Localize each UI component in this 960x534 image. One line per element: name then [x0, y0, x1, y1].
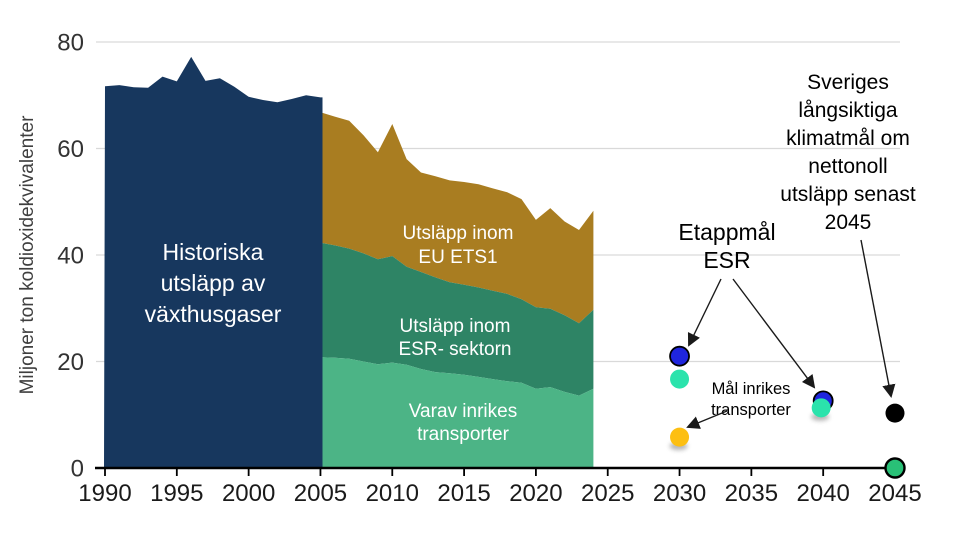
area-transport	[320, 357, 594, 468]
y-tick-label: 80	[57, 30, 84, 57]
label-line: utsläpp senast	[780, 183, 916, 206]
label-line: långsiktiga	[798, 99, 898, 122]
label-line: Utsläpp inom	[403, 223, 514, 244]
x-tick-label: 2010	[366, 480, 419, 507]
label-line: transporter	[711, 401, 791, 419]
label-historiska-utslapp: Historiska utsläpp av växthusgaser	[145, 239, 282, 327]
x-tick-label: 2040	[796, 480, 849, 507]
x-tick-label: 2035	[725, 480, 778, 507]
y-axis-title: Miljoner ton koldioxidekvivalenter	[17, 115, 38, 394]
target-dot-mal-inrikes-transporter-2030	[670, 427, 690, 447]
y-tick-label: 60	[57, 136, 84, 163]
annotation-mal-inrikes-transporter: Mål inrikes transporter	[711, 380, 791, 419]
label-line: 2045	[825, 211, 872, 234]
x-tick-label: 1995	[150, 480, 203, 507]
label-line: klimatmål om	[786, 127, 910, 150]
x-tick-label: 2020	[509, 480, 562, 507]
arrow-klimatmal-2045	[860, 239, 896, 398]
x-axis	[95, 466, 897, 476]
x-tick-label: 2015	[437, 480, 490, 507]
target-dot-etappmal-2040-teal	[811, 398, 831, 418]
label-inrikes-transporter: Varav inrikes transporter	[409, 401, 517, 445]
label-line: EU ETS1	[418, 247, 497, 268]
target-dot-nettonoll-2045	[884, 457, 906, 479]
annotation-langsiktiga-klimatmal: Sveriges långsiktiga klimatmål om nettonoll…	[780, 71, 916, 234]
y-tick-labels: 0 20 40 60 80	[57, 30, 84, 483]
arrow-mal-inrikes	[686, 410, 728, 429]
target-dot-etappmal-esr-2030	[669, 345, 690, 367]
label-line: Historiska	[163, 239, 264, 265]
area-historical	[104, 56, 323, 469]
label-line: Etappmål	[678, 219, 775, 245]
arrow-etappmal-2030	[687, 278, 722, 347]
area-series	[104, 56, 594, 469]
x-tick-label: 2025	[581, 480, 634, 507]
label-eu-ets1: Utsläpp inom EU ETS1	[403, 223, 514, 268]
label-line: Mål inrikes	[712, 380, 791, 398]
label-line: växthusgaser	[145, 301, 282, 327]
label-line: Sveriges	[807, 71, 889, 94]
arrow-etappmal-2040	[732, 278, 816, 389]
x-tick-label: 1990	[78, 480, 131, 507]
annotation-arrows	[686, 239, 896, 429]
y-tick-label: 20	[57, 349, 84, 376]
annotation-etappmal-esr: Etappmål ESR	[678, 219, 775, 273]
x-tick-label: 2000	[222, 480, 275, 507]
area-eu-ets1	[320, 112, 594, 324]
label-line: nettonoll	[808, 155, 887, 178]
x-tick-label: 2030	[653, 480, 706, 507]
x-tick-label: 2045	[868, 480, 921, 507]
label-line: Utsläpp inom	[400, 316, 511, 337]
label-line: Varav inrikes	[409, 401, 517, 422]
label-esr-sektorn: Utsläpp inom ESR- sektorn	[399, 316, 512, 360]
x-tick-labels: 1990 1995 2000 2005 2010 2015 2020 2025 2030 2035…	[78, 480, 921, 507]
label-line: ESR	[703, 247, 750, 273]
y-tick-label: 40	[57, 243, 84, 270]
y-tick-label: 0	[71, 456, 84, 483]
target-dots	[669, 345, 906, 479]
target-dot-etappmal-2030-teal	[670, 369, 690, 389]
x-tick-label: 2005	[294, 480, 347, 507]
label-line: ESR- sektorn	[399, 339, 512, 360]
label-line: utsläpp av	[161, 270, 266, 296]
label-line: transporter	[417, 424, 510, 445]
area-esr	[320, 242, 594, 396]
target-dot-langsiktigt-klimatmal-2045	[885, 403, 905, 423]
